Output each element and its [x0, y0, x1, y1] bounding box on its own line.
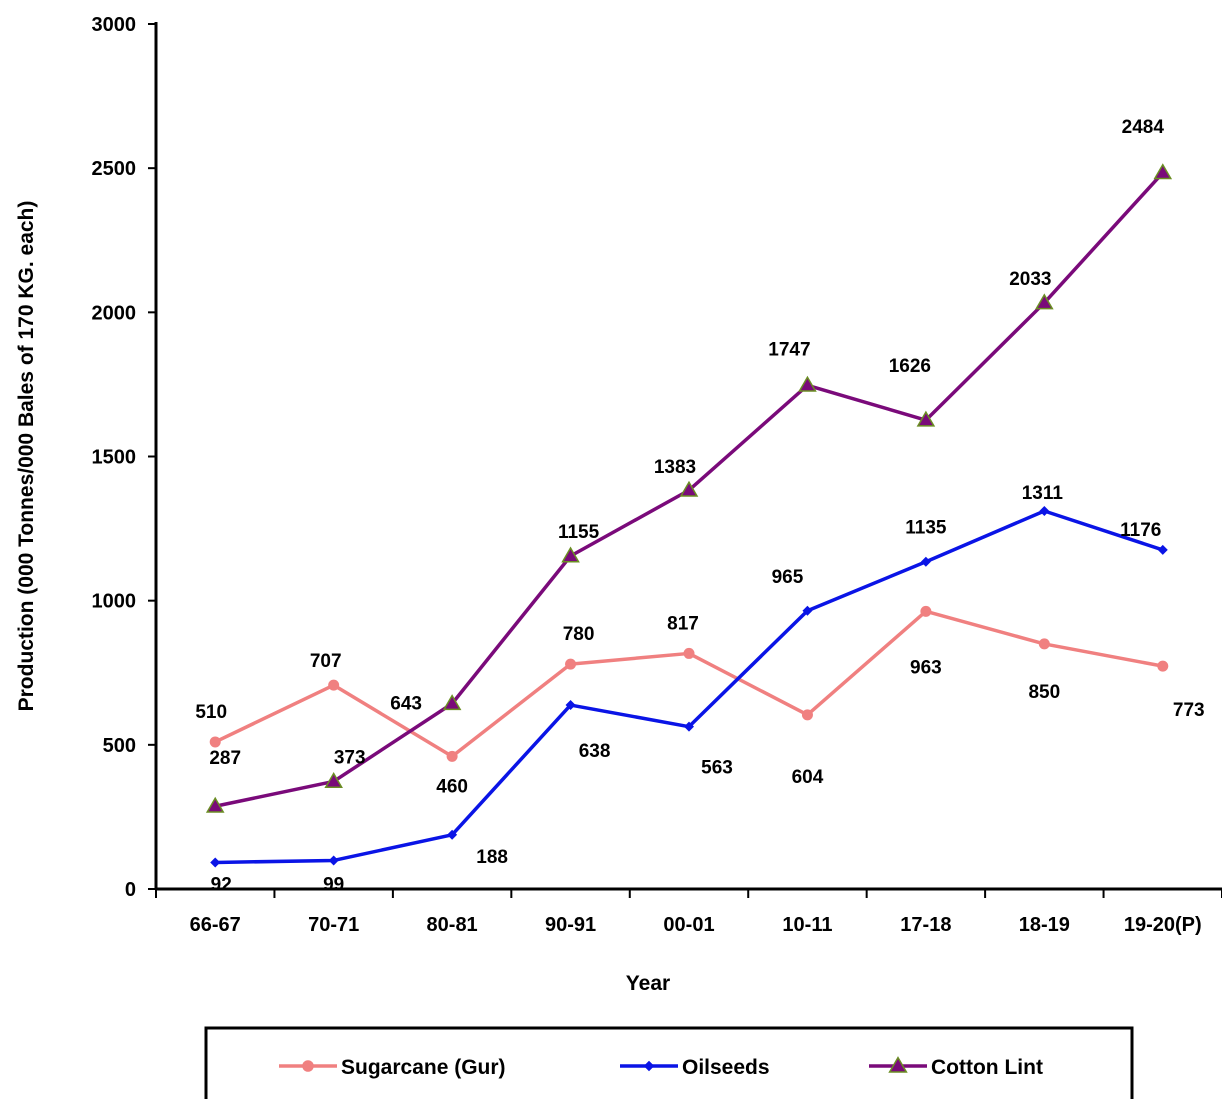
x-axis-title: Year: [626, 972, 670, 995]
data-point-sugarcane: [1038, 638, 1050, 650]
data-label-oilseeds: 1176: [1120, 520, 1161, 541]
data-label-cotton: 287: [209, 748, 241, 769]
data-point-sugarcane: [683, 647, 695, 659]
data-point-sugarcane: [920, 605, 932, 617]
x-tick-label: 70-71: [308, 914, 359, 936]
data-label-sugarcane: 963: [910, 657, 942, 678]
data-point-oilseeds: [328, 855, 339, 866]
y-tick-label: 3000: [92, 14, 137, 36]
y-tick-label: 1000: [92, 591, 137, 613]
series-sugarcane: 510 707 460 780 817 604 963 850 773: [195, 605, 1205, 797]
data-point-oilseeds: [565, 700, 576, 711]
data-point-sugarcane: [328, 679, 340, 691]
data-point-oilseeds: [684, 721, 694, 732]
legend: Sugarcane (Gur) Oilseeds Cotton Lint: [204, 1026, 1134, 1099]
data-point-oilseeds: [1039, 505, 1050, 516]
data-point-cotton: [205, 796, 225, 813]
data-point-sugarcane: [565, 658, 577, 670]
data-label-sugarcane: 460: [436, 776, 468, 797]
data-label-sugarcane: 780: [563, 624, 595, 645]
data-label-oilseeds: 188: [476, 847, 508, 868]
axes: [154, 22, 1222, 891]
data-label-oilseeds: 1135: [905, 518, 947, 539]
series-oilseeds: 92 99 188 638 563 965 1135 1311 1176: [210, 483, 1168, 895]
data-label-sugarcane: 604: [792, 767, 824, 788]
series-line-oilseeds: [215, 509, 1164, 865]
x-tick-label: 10-11: [782, 914, 832, 936]
data-point-cotton: [561, 546, 580, 563]
data-label-oilseeds: 563: [701, 758, 733, 779]
legend-label-cotton: Cotton Lint: [931, 1056, 1043, 1079]
y-ticks: 0 500 1000 1500 2000 2500 3000: [92, 14, 156, 901]
data-point-cotton: [1035, 293, 1054, 310]
data-label-sugarcane: 817: [667, 613, 699, 634]
data-point-oilseeds: [1157, 544, 1168, 555]
data-point-cotton: [1153, 163, 1173, 180]
data-label-oilseeds: 99: [323, 874, 344, 895]
data-label-cotton: 373: [334, 747, 366, 768]
data-point-oilseeds: [447, 829, 458, 840]
y-tick-label: 2500: [92, 158, 137, 180]
legend-marker-oilseeds: [643, 1060, 655, 1072]
data-label-sugarcane: 850: [1028, 682, 1060, 703]
data-point-sugarcane: [209, 736, 221, 748]
x-ticks: 66-67 70-71 80-81 90-91 00-01 10-11 17-18 18-19…: [155, 889, 1222, 936]
data-point-cotton: [679, 480, 699, 497]
data-label-cotton: 1626: [889, 356, 931, 377]
x-tick-label: 18-19: [1019, 914, 1070, 936]
x-tick-label: 00-01: [663, 914, 714, 936]
data-label-cotton: 1383: [654, 457, 696, 478]
data-point-cotton: [324, 771, 343, 788]
y-tick-label: 500: [103, 735, 136, 757]
x-tick-label: 17-18: [900, 914, 951, 936]
legend-box: [204, 1026, 1134, 1099]
data-label-sugarcane: 510: [195, 702, 227, 723]
x-tick-label: 66-67: [190, 914, 241, 936]
x-tick-label: 90-91: [545, 914, 596, 936]
y-tick-label: 2000: [92, 302, 137, 324]
data-label-oilseeds: 92: [211, 874, 232, 895]
data-point-oilseeds: [210, 857, 221, 868]
data-point-sugarcane: [446, 750, 458, 762]
data-point-sugarcane: [1157, 660, 1169, 672]
data-point-sugarcane: [801, 709, 813, 721]
data-label-cotton: 2484: [1122, 117, 1165, 138]
legend-marker-cotton: [888, 1056, 908, 1073]
data-point-cotton: [798, 375, 817, 392]
data-label-oilseeds: 638: [579, 741, 611, 762]
data-label-oilseeds: 1311: [1022, 483, 1064, 504]
y-tick-label: 1500: [92, 447, 137, 469]
data-label-cotton: 643: [390, 694, 422, 715]
data-point-cotton: [442, 694, 462, 711]
legend-label-sugarcane: Sugarcane (Gur): [341, 1056, 506, 1079]
data-point-oilseeds: [802, 605, 813, 616]
data-label-sugarcane: 773: [1173, 700, 1205, 721]
data-label-sugarcane: 707: [310, 651, 342, 672]
data-label-oilseeds: 965: [772, 567, 804, 588]
series-layer: 510 707 460 780 817 604 963 850 773 92 99 188 638 563…: [195, 117, 1204, 896]
data-label-cotton: 1155: [558, 522, 600, 543]
data-point-oilseeds: [920, 556, 931, 567]
y-axis-title: Production (000 Tonnes/000 Bales of 170 …: [15, 201, 38, 712]
legend-label-oilseeds: Oilseeds: [682, 1056, 770, 1079]
data-point-cotton: [916, 410, 936, 427]
x-tick-label: 19-20(P): [1124, 914, 1202, 936]
y-tick-label: 0: [125, 879, 136, 901]
x-tick-label: 80-81: [427, 914, 478, 936]
data-label-cotton: 2033: [1009, 269, 1051, 290]
series-cotton: 287 373 643 1155 1383 1747 1626 2033 2484: [205, 117, 1173, 813]
legend-marker-sugarcane: [302, 1060, 314, 1072]
data-label-cotton: 1747: [768, 339, 810, 360]
